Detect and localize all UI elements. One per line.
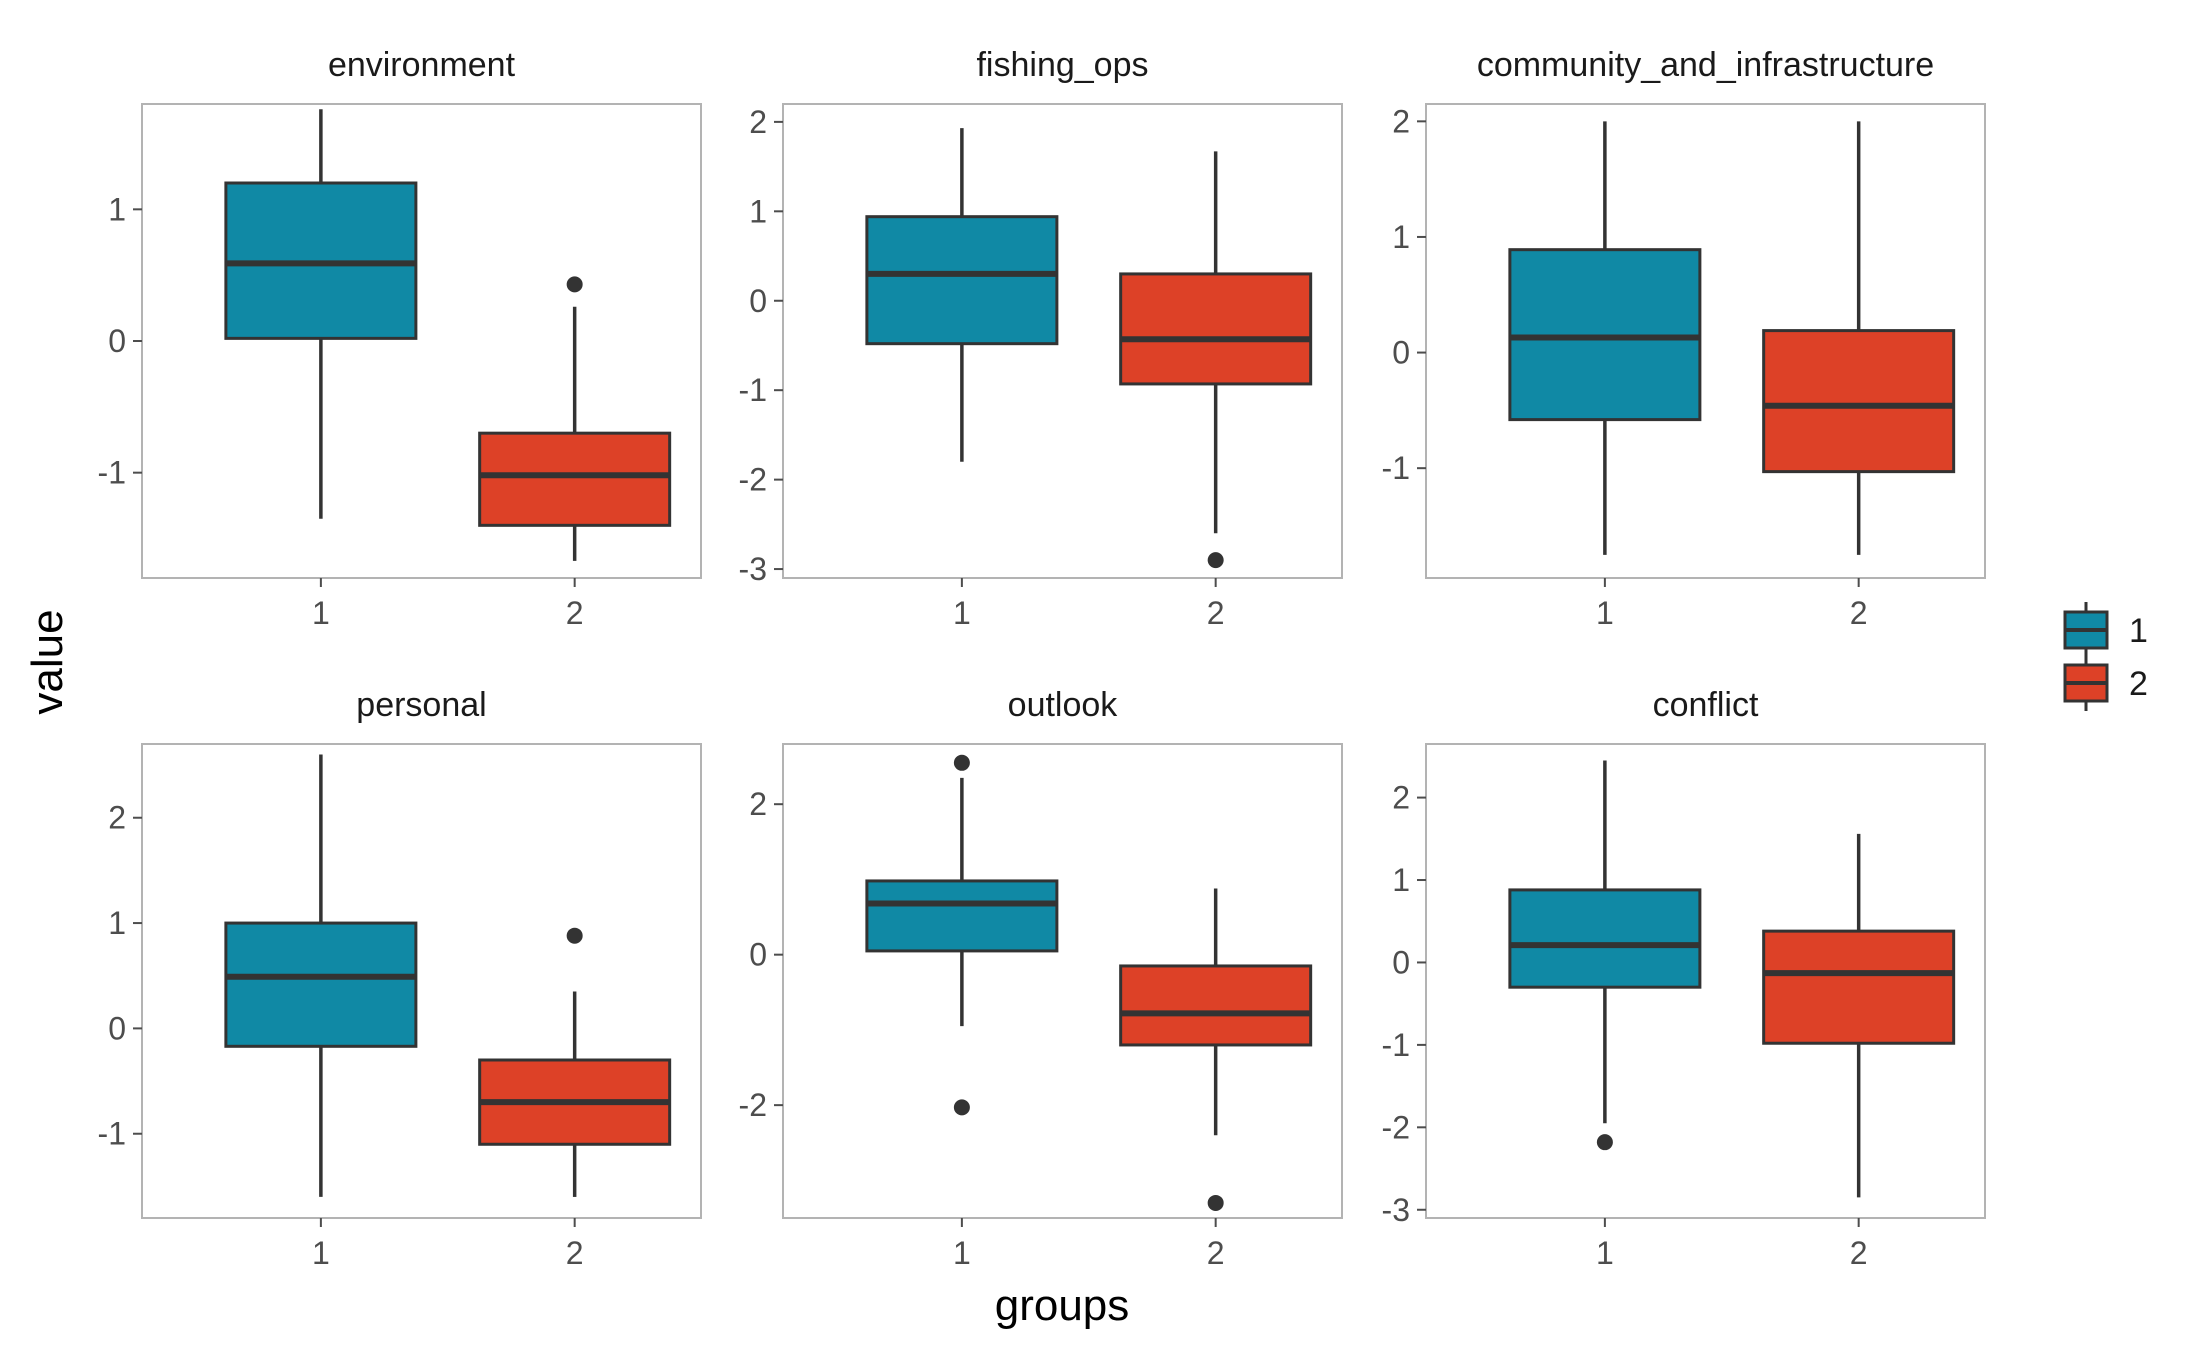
facet-title: personal (356, 686, 486, 724)
y-tick-label: 0 (749, 937, 767, 973)
panel-border (782, 103, 1343, 579)
y-tick-label: -1 (739, 372, 767, 408)
facet-panel-personal: personal -1 0 1 2 1 2 (98, 686, 702, 1271)
x-tick-label: 1 (953, 595, 971, 631)
y-tick-label: -1 (98, 455, 126, 491)
y-tick-label: 1 (1392, 862, 1410, 898)
y-tick-label: 1 (1392, 219, 1410, 255)
iqr-box (478, 431, 672, 527)
legend-entry-1: 1 (2063, 602, 2148, 658)
y-tick-label: -2 (1382, 1109, 1410, 1145)
box-group-2 (1119, 888, 1313, 1211)
x-tick-label: 1 (953, 1235, 971, 1271)
y-tick-label: 2 (749, 104, 767, 140)
box-group-1 (1508, 760, 1702, 1151)
legend: 12 (2063, 602, 2148, 711)
outlier-point (1207, 1194, 1224, 1211)
y-tick-label: 1 (108, 191, 126, 227)
x-tick-label: 1 (312, 595, 330, 631)
y-tick-label: -3 (739, 551, 767, 587)
iqr-box (1119, 272, 1313, 386)
iqr-box (865, 215, 1059, 346)
iqr-box (1762, 329, 1956, 474)
x-tick-label: 1 (1596, 1235, 1614, 1271)
y-tick-label: -2 (739, 462, 767, 498)
box-group-2 (478, 276, 672, 561)
y-axis-title: value (23, 609, 72, 714)
box-group-1 (865, 128, 1059, 462)
x-tick-label: 2 (1207, 595, 1225, 631)
facet-panel-environment: environment -1 0 1 1 2 (98, 46, 702, 631)
y-tick-label: 0 (108, 323, 126, 359)
box-group-2 (1762, 833, 1956, 1198)
y-tick-label: -3 (1382, 1192, 1410, 1228)
facet-panel-conflict: conflict -3 -2 -1 0 1 2 1 2 (1382, 686, 1986, 1271)
panel-border (141, 743, 702, 1219)
box-group-1 (1508, 121, 1702, 555)
outlier-point (953, 1099, 970, 1116)
facet-panel-outlook: outlook -2 0 2 1 2 (739, 686, 1343, 1271)
x-tick-label: 2 (1850, 595, 1868, 631)
y-tick-label: -1 (1382, 450, 1410, 486)
y-tick-label: 2 (108, 800, 126, 836)
outlier-point (953, 754, 970, 771)
x-tick-label: 2 (566, 595, 584, 631)
y-tick-label: 2 (749, 786, 767, 822)
legend-label: 2 (2129, 665, 2148, 703)
panel-border (782, 743, 1343, 1219)
y-tick-label: 0 (1392, 335, 1410, 371)
legend-entry-2: 2 (2063, 655, 2148, 711)
facet-title: environment (328, 46, 516, 84)
outlier-point (566, 927, 583, 944)
facet-panel-fishing_ops: fishing_ops -3 -2 -1 0 1 2 1 2 (739, 46, 1343, 631)
y-tick-label: 0 (749, 283, 767, 319)
x-tick-label: 1 (1596, 595, 1614, 631)
facet-panel-community_and_infrastructure: community_and_infrastructure -1 0 1 2 1 2 (1382, 46, 1986, 631)
iqr-box (1508, 888, 1702, 989)
x-tick-label: 2 (1207, 1235, 1225, 1271)
iqr-box (865, 879, 1059, 953)
x-tick-label: 2 (1850, 1235, 1868, 1271)
box-group-2 (478, 927, 672, 1197)
facet-title: fishing_ops (976, 46, 1148, 84)
y-tick-label: 2 (1392, 780, 1410, 816)
x-tick-label: 2 (566, 1235, 584, 1271)
y-tick-label: -1 (1382, 1027, 1410, 1063)
box-group-1 (224, 109, 418, 519)
panel-border (1425, 103, 1986, 579)
outlier-point (1596, 1134, 1613, 1151)
facet-title: conflict (1653, 686, 1759, 724)
y-tick-label: 0 (1392, 944, 1410, 980)
x-tick-label: 1 (312, 1235, 330, 1271)
y-tick-label: 1 (749, 193, 767, 229)
box-group-1 (224, 754, 418, 1197)
box-group-2 (1119, 151, 1313, 569)
iqr-box (1119, 964, 1313, 1047)
y-tick-label: -1 (98, 1116, 126, 1152)
y-tick-label: 0 (108, 1010, 126, 1046)
box-group-1 (865, 754, 1059, 1116)
box-group-2 (1762, 121, 1956, 555)
x-axis-title: groups (995, 1281, 1130, 1330)
outlier-point (1207, 552, 1224, 569)
iqr-box (1762, 929, 1956, 1045)
y-tick-label: 2 (1392, 103, 1410, 139)
legend-label: 1 (2129, 612, 2148, 650)
y-tick-label: -2 (739, 1087, 767, 1123)
facet-title: community_and_infrastructure (1477, 46, 1934, 84)
y-tick-label: 1 (108, 905, 126, 941)
panel-border (1425, 743, 1986, 1219)
facet-title: outlook (1008, 686, 1119, 724)
outlier-point (566, 276, 583, 293)
iqr-box (224, 921, 418, 1048)
